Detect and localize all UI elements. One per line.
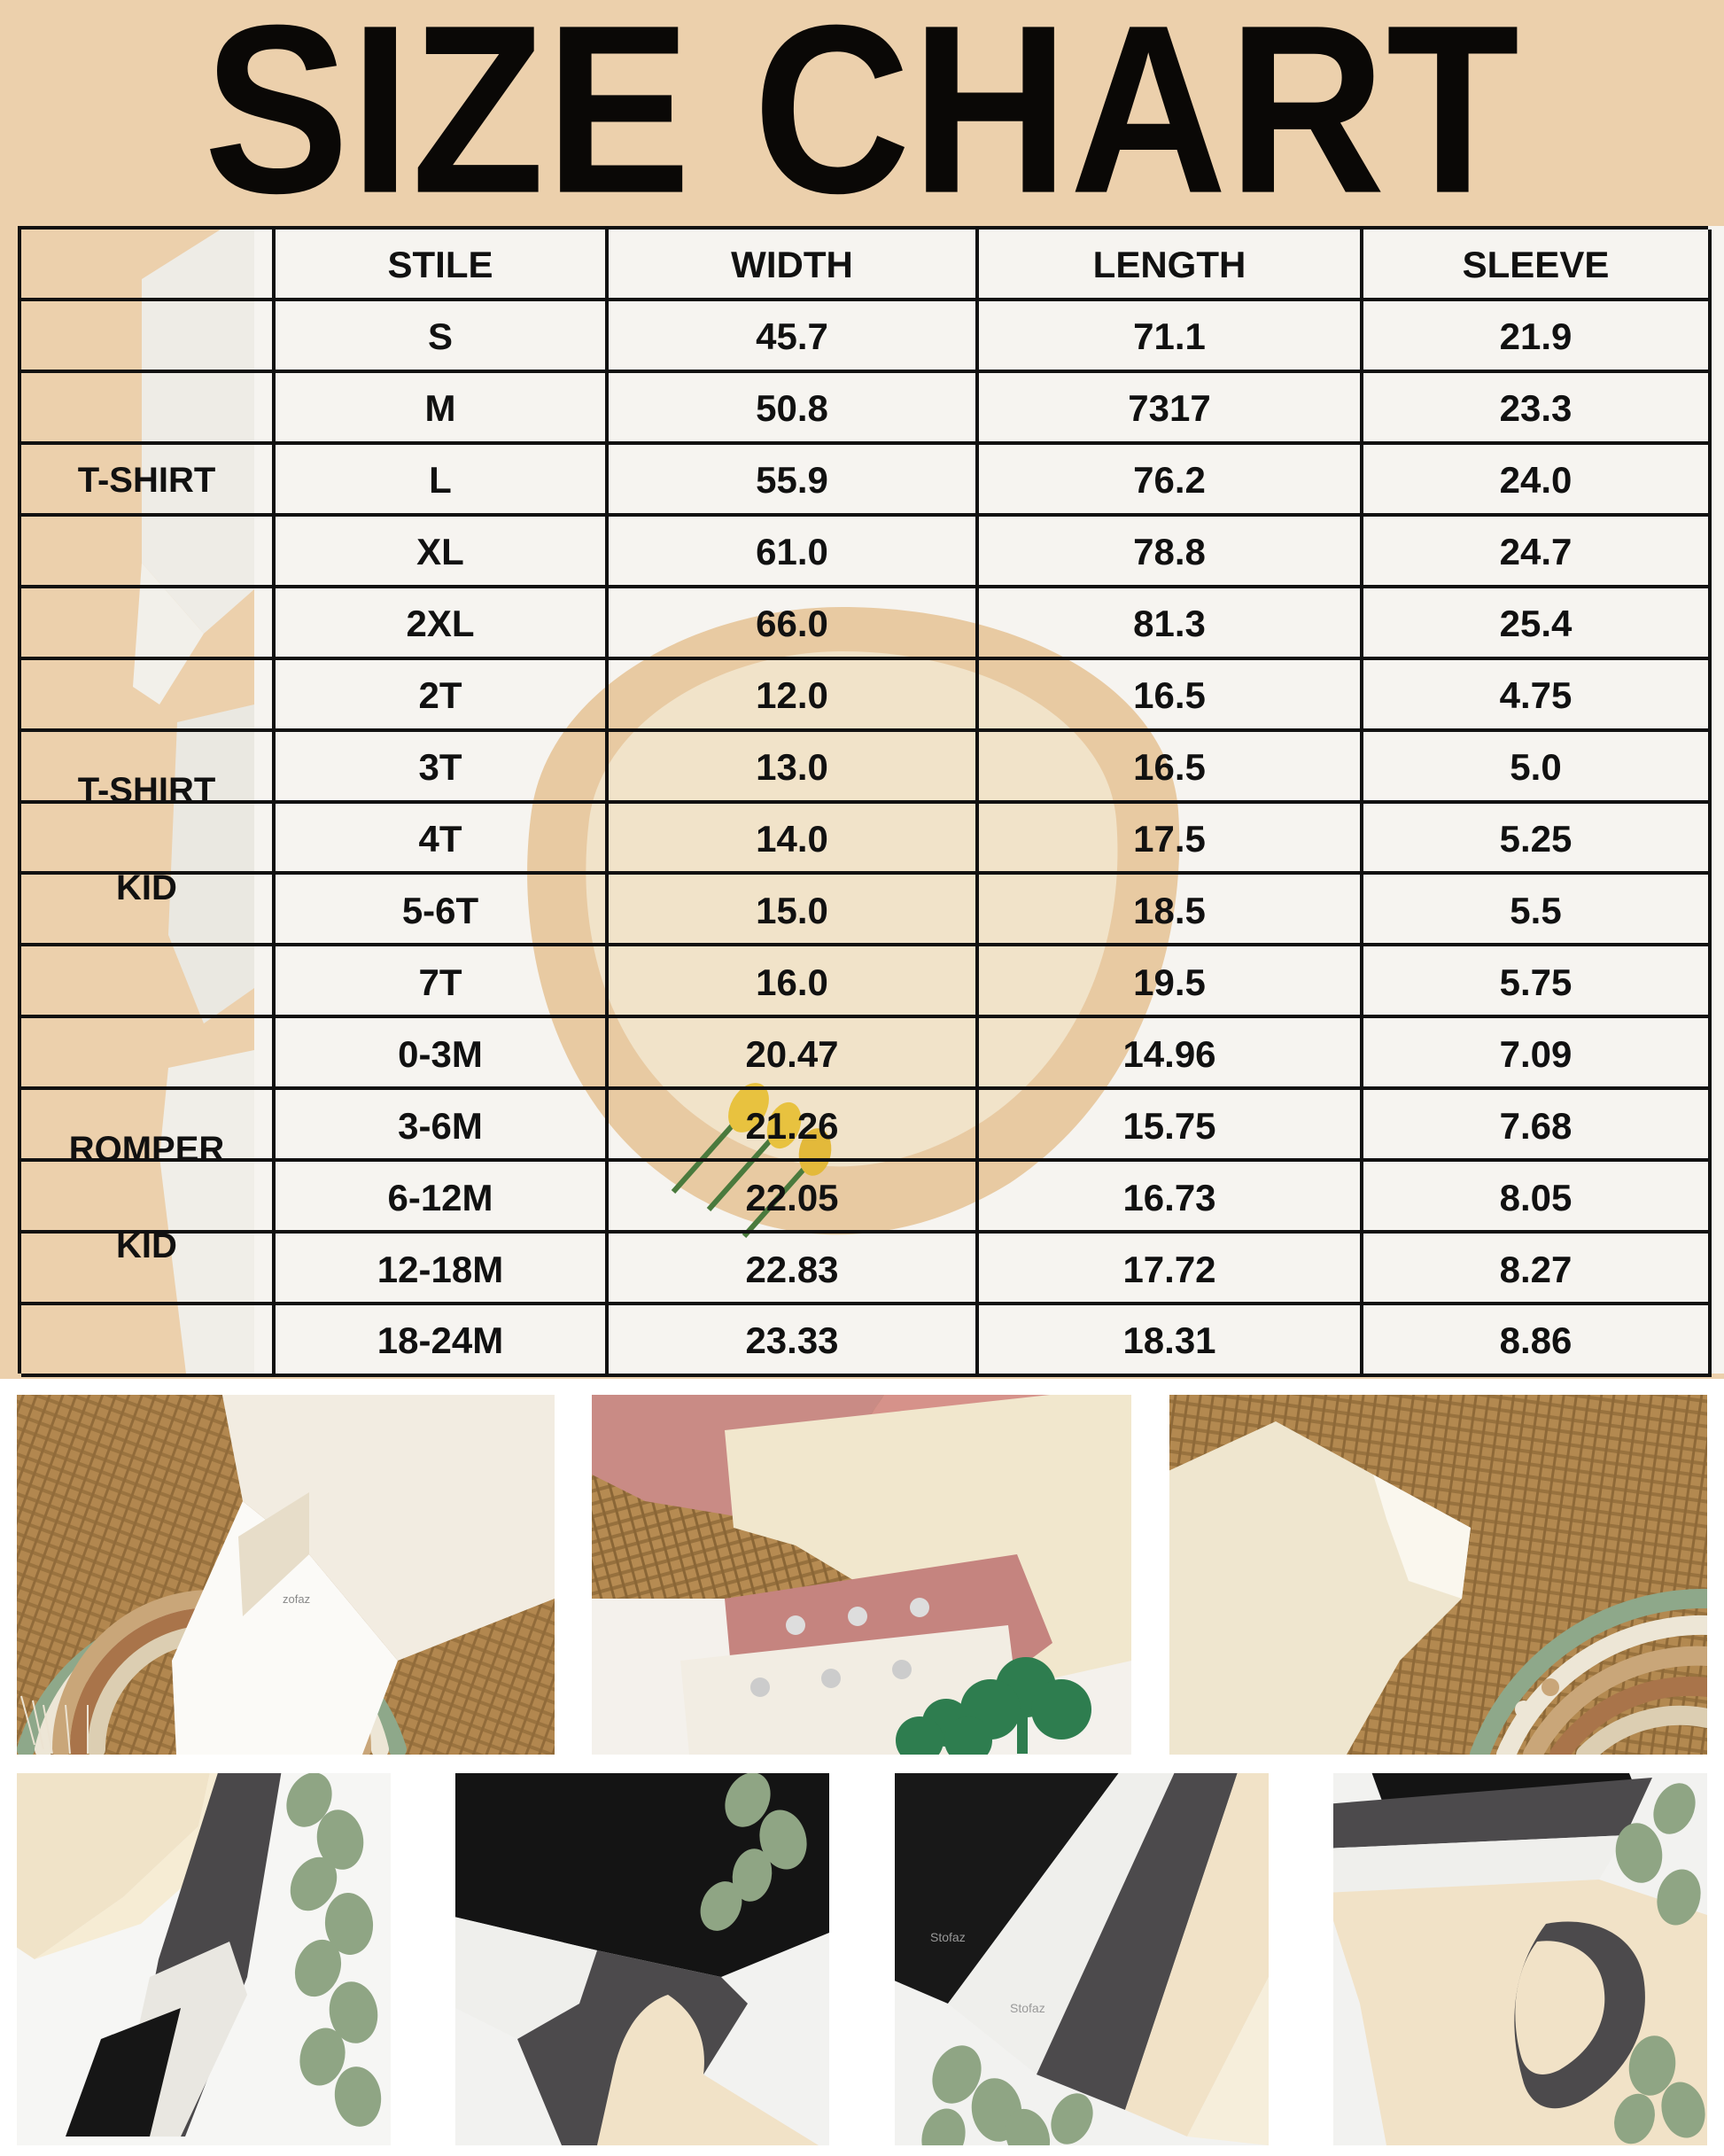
svg-text:Stofaz: Stofaz (930, 1930, 966, 1944)
svg-text:zofaz: zofaz (283, 1592, 310, 1606)
svg-text:Stofaz: Stofaz (1010, 2001, 1045, 2015)
